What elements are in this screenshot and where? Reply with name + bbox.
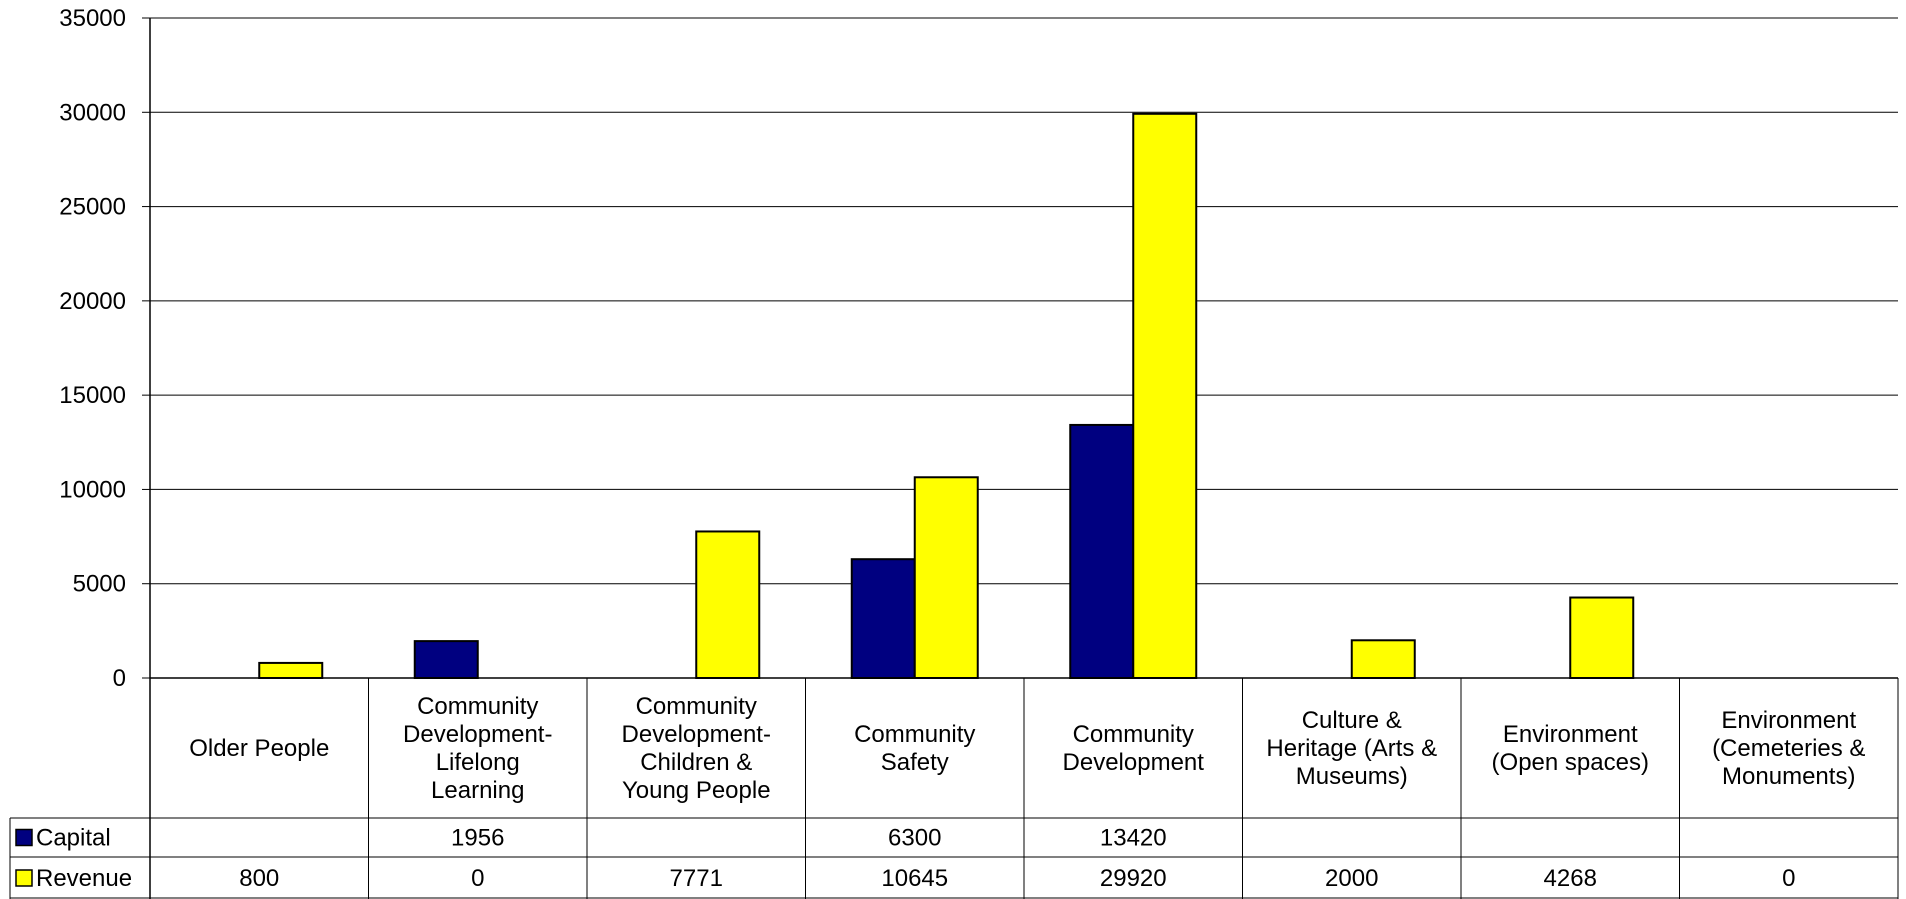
bar-capital-3 xyxy=(850,558,916,680)
bar-revenue-6 xyxy=(1569,596,1635,679)
x-tick-label-line: Community xyxy=(1073,721,1194,748)
x-tick-label-line: Culture & xyxy=(1302,707,1402,734)
x-tick-label-line: Community xyxy=(417,693,538,720)
bar-revenue-3 xyxy=(913,476,979,679)
bar-revenue-2 xyxy=(695,530,761,679)
data-label: 7771 xyxy=(670,865,723,892)
x-tick-label: Community Development-Lifelong Learning xyxy=(403,693,552,804)
x-tick-label-line: Older People xyxy=(189,735,329,762)
x-tick-label-line: Development- xyxy=(403,721,552,748)
y-tick-label: 35000 xyxy=(59,5,126,32)
data-label: 1956 xyxy=(451,825,504,852)
x-tick-label-line: Young People xyxy=(622,777,771,804)
data-label: 10645 xyxy=(881,865,948,892)
data-label: 4268 xyxy=(1544,865,1597,892)
data-label: 0 xyxy=(471,865,484,892)
data-label: 0 xyxy=(1782,865,1795,892)
data-label: 6300 xyxy=(888,825,941,852)
y-tick-label: 15000 xyxy=(59,382,126,409)
data-label: 800 xyxy=(239,865,279,892)
bar-capital-1 xyxy=(413,640,479,679)
x-tick-label-line: Learning xyxy=(431,777,524,804)
x-tick-label-line: Children & xyxy=(640,749,752,776)
bars xyxy=(258,112,1635,680)
x-tick-label-line: Community xyxy=(854,721,975,748)
x-tick-label: Community Development-Children & Young Peo… xyxy=(622,693,771,804)
x-tick-label-line: Community xyxy=(636,693,757,720)
bar-revenue-4 xyxy=(1132,112,1198,679)
y-tick-label: 5000 xyxy=(73,571,126,598)
bar-revenue-0 xyxy=(258,661,324,680)
x-tick-label: Older People xyxy=(189,735,329,762)
x-tick-label-line: Museums) xyxy=(1296,763,1408,790)
legend-key-revenue xyxy=(15,869,33,887)
x-tick-label: Environment (Open spaces) xyxy=(1492,721,1649,776)
y-tick-label: 20000 xyxy=(59,288,126,315)
y-tick-label: 0 xyxy=(113,665,126,692)
bar-revenue-5 xyxy=(1350,639,1416,679)
y-tick-label: 25000 xyxy=(59,194,126,221)
data-label: 2000 xyxy=(1325,865,1378,892)
legend-key-capital xyxy=(15,828,33,847)
y-axis: 0 5000 10000 15000 20000 25000 30000 35000 xyxy=(59,5,151,899)
y-tick-label: 30000 xyxy=(59,99,126,126)
x-tick-label-line: Development xyxy=(1063,749,1205,776)
x-tick-label-line: Monuments) xyxy=(1722,763,1855,790)
x-tick-label-line: (Open spaces) xyxy=(1492,749,1649,776)
x-tick-label-line: Environment xyxy=(1503,721,1638,748)
bar-capital-4 xyxy=(1069,423,1135,679)
legend-label-capital: Capital xyxy=(36,825,111,852)
x-tick-label-line: Environment xyxy=(1721,707,1856,734)
x-tick-label: Community Safety xyxy=(854,721,975,776)
data-label: 13420 xyxy=(1100,825,1167,852)
y-tick-label: 10000 xyxy=(59,476,126,503)
x-tick-label: Environment (Cemeteries & Monuments) xyxy=(1712,707,1865,790)
x-tick-label: Community Development xyxy=(1063,721,1205,776)
legend-label-revenue: Revenue xyxy=(36,865,132,892)
x-tick-label: Culture & Heritage (Arts & Museums) xyxy=(1266,707,1437,790)
gridlines xyxy=(150,17,1898,585)
x-tick-label-line: Heritage (Arts & xyxy=(1266,735,1437,762)
x-tick-label-line: (Cemeteries & xyxy=(1712,735,1865,762)
x-tick-label-line: Lifelong xyxy=(436,749,520,776)
x-tick-label-line: Safety xyxy=(881,749,949,776)
x-tick-label-line: Development- xyxy=(622,721,771,748)
data-label: 29920 xyxy=(1100,865,1167,892)
